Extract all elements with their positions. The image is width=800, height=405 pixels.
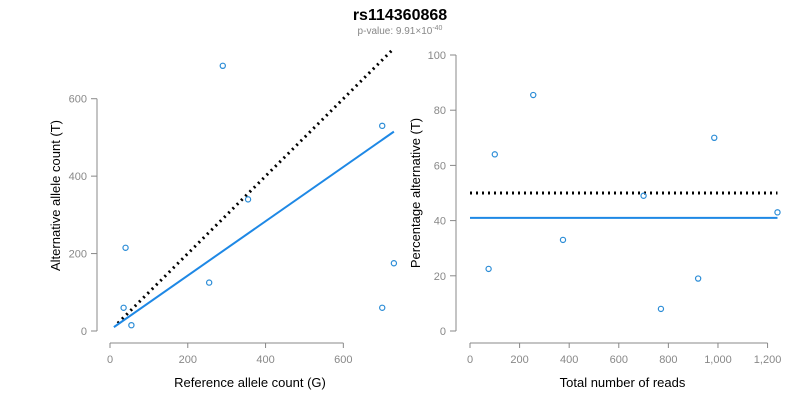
data-point	[559, 236, 567, 244]
x-tick-label: 200	[179, 354, 197, 366]
y-tick-label: 20	[434, 271, 446, 283]
x-tick-label: 400	[560, 354, 578, 366]
data-point	[244, 196, 252, 203]
y-axis-label: Percentage alternative (T)	[408, 118, 423, 268]
data-point	[379, 304, 386, 311]
y-tick-label: 80	[434, 105, 446, 117]
data-point	[390, 260, 398, 267]
y-tick-label: 60	[434, 160, 446, 172]
data-point	[694, 275, 702, 282]
data-point	[491, 151, 498, 158]
x-tick-label: 1,200	[754, 354, 782, 366]
data-point	[711, 134, 718, 141]
x-tick-label: 600	[334, 354, 352, 366]
y-tick-label: 100	[428, 50, 446, 62]
plot-panel-1: 0 200 400 600 0 200 400 600 Reference allele cou…	[48, 47, 398, 390]
fit-line	[113, 130, 395, 328]
data-point	[128, 321, 135, 329]
x-tick-label: 200	[510, 354, 528, 366]
data-point	[205, 279, 213, 286]
data-point	[122, 244, 129, 251]
data-point	[774, 209, 781, 216]
y-axis-label: Alternative allele count (T)	[48, 120, 63, 271]
y-tick-label: 600	[69, 94, 87, 106]
subtitle-pvalue: p-value: 9.91×10	[358, 26, 433, 37]
x-tick-label: 600	[610, 354, 628, 366]
y-tick-label: 400	[69, 171, 87, 183]
x-axis-label: Reference allele count (G)	[174, 375, 326, 390]
y-tick-label: 0	[81, 326, 87, 338]
x-tick-label: 800	[659, 354, 677, 366]
x-tick-label: 1,000	[704, 354, 732, 366]
x-axis-label: Total number of reads	[560, 375, 686, 390]
data-point	[219, 62, 226, 70]
data-point	[485, 265, 492, 273]
data-point	[530, 91, 537, 99]
y-tick-label: 0	[440, 326, 446, 338]
data-point	[640, 192, 647, 199]
data-point	[379, 122, 386, 130]
x-tick-label: 400	[256, 354, 274, 366]
x-tick-label: 0	[467, 354, 473, 366]
data-point	[120, 304, 127, 311]
y-tick-label: 200	[69, 249, 87, 261]
data-point	[657, 305, 665, 313]
chart-subtitle: p-value: 9.91×10-40	[358, 25, 443, 37]
x-tick-label: 0	[107, 354, 113, 366]
reference-line	[116, 47, 395, 325]
chart-title: rs114360868	[353, 7, 447, 24]
plot-panel-2: 0 200 400 600 800 1,000 1,200 0 20 40 60 80 100 Total…	[408, 50, 781, 390]
y-tick-label: 40	[434, 216, 446, 228]
subtitle-exponent: -40	[432, 25, 442, 32]
